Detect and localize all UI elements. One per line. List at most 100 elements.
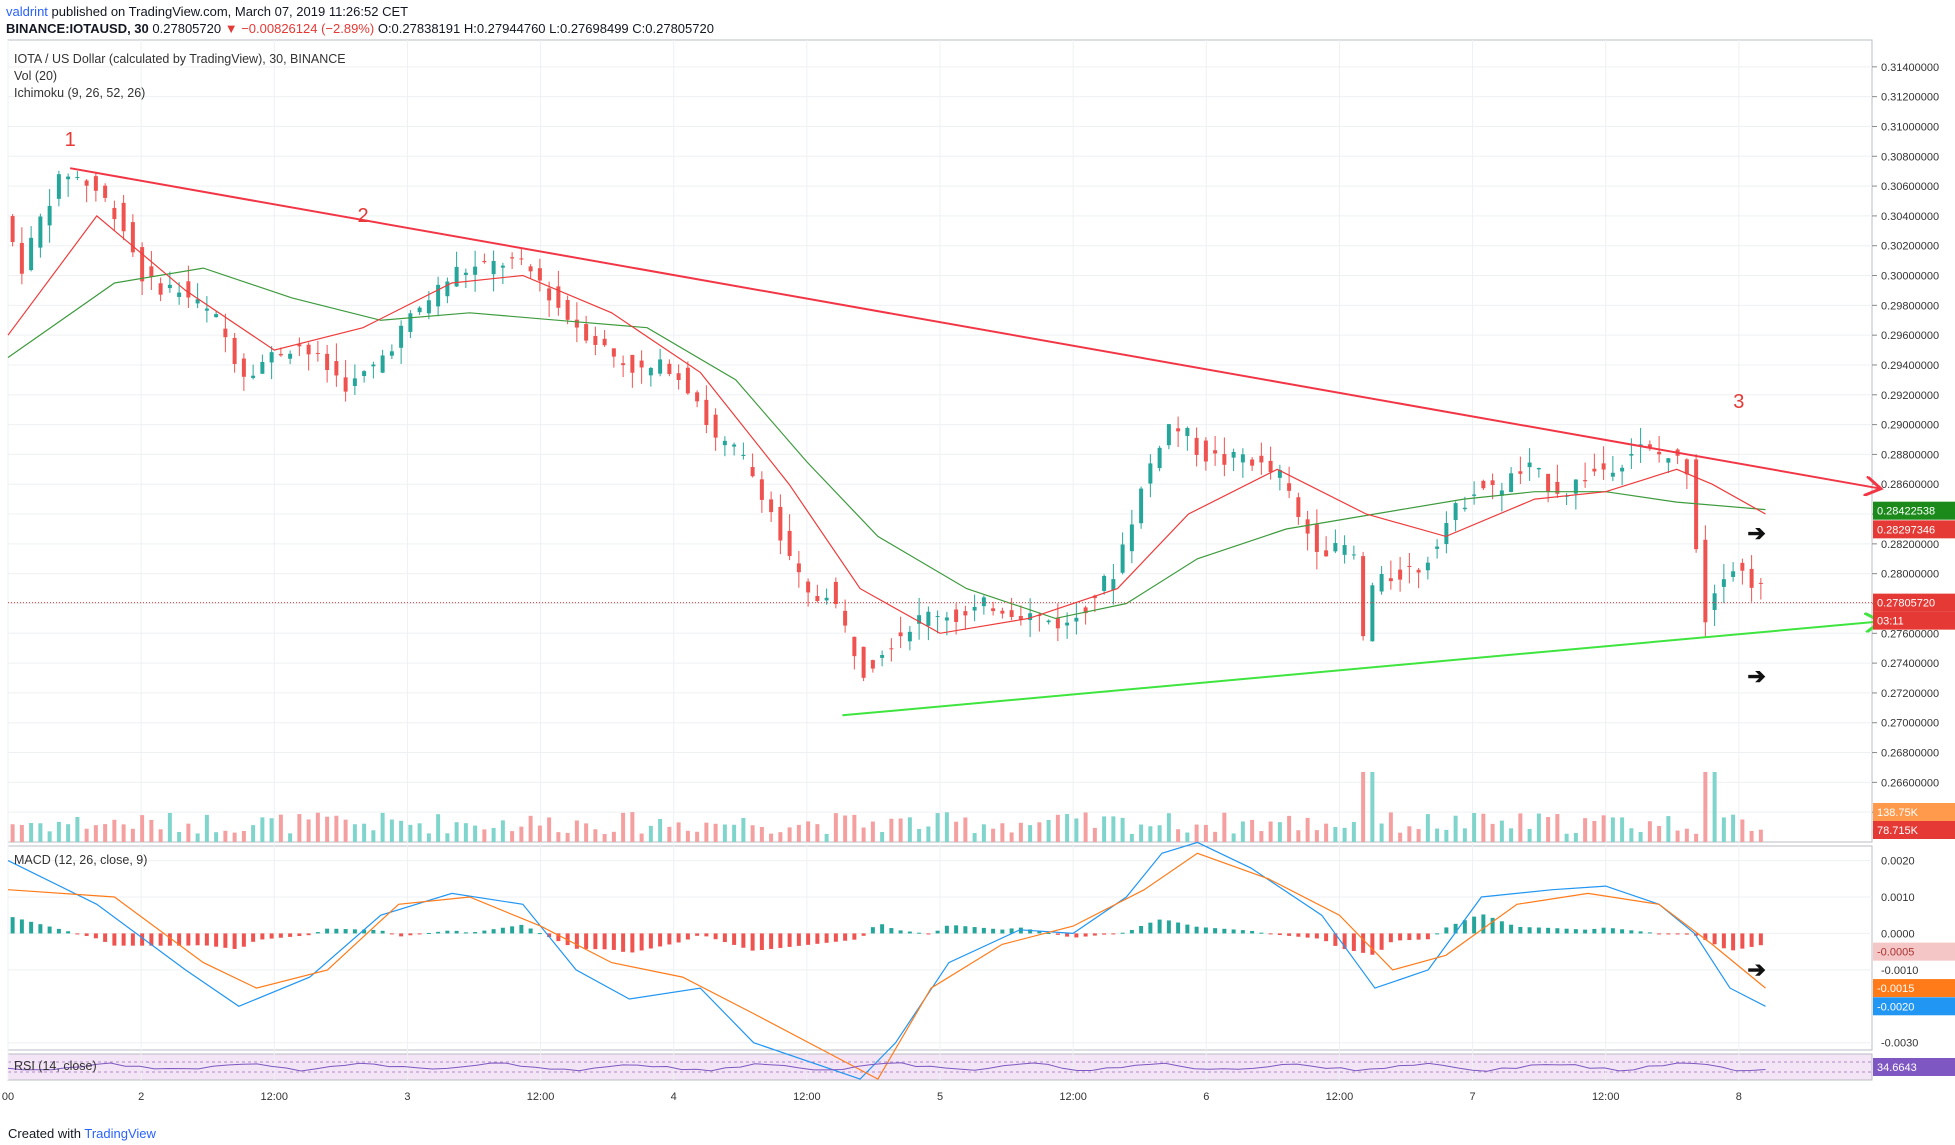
macd-hist-bar [593,933,598,950]
macd-hist-bar [648,933,653,949]
volume-bar [713,823,718,842]
price-tick-label: 0.27200000 [1881,688,1939,700]
volume-bar [1546,817,1551,842]
ohlc-values: O:0.27838191 H:0.27944760 L:0.27698499 C… [377,21,714,36]
volume-bar [1472,813,1477,842]
volume-bar [704,822,709,842]
macd-hist-bar [1166,920,1171,934]
macd-hist-bar [1314,933,1319,939]
macd-hist-bar [556,933,561,942]
volume-bar [1055,814,1060,842]
volume-bar [1416,829,1421,842]
macd-hist-bar [1055,933,1060,935]
macd-tick-label: -0.0010 [1881,965,1918,977]
macd-hist-bar [870,927,875,934]
volume-bar [1018,822,1023,842]
macd-hist-bar [1675,933,1680,935]
price-tick-label: 0.26800000 [1881,748,1939,760]
volume-bar [574,820,579,842]
macd-hist-bar [399,933,404,937]
publisher-link[interactable]: valdrint [6,4,48,19]
macd-hist-bar [917,932,922,934]
macd-hist-bar [722,933,727,943]
macd-hist-bar [861,933,866,936]
black-arrow-marker: ➔ [1747,520,1765,545]
macd-hist-bar [1453,923,1458,934]
candle-body [491,261,496,275]
volume-bar [500,820,505,842]
volume-bar [1536,813,1541,842]
macd-hist-bar [436,931,441,934]
candle-body [1731,571,1736,577]
volume-bar [741,817,746,842]
volume-bar [1092,827,1097,842]
volume-bar [750,825,755,842]
black-arrow-marker: ➔ [1747,664,1765,689]
macd-hist-bar [972,927,977,934]
black-arrow-marker: ➔ [1747,957,1765,982]
volume-bar [880,831,885,842]
volume-bar [1157,825,1162,842]
macd-hist-bar [1120,932,1125,934]
macd-hist-bar [288,933,293,937]
volume-bar [1712,772,1717,842]
candle-body [306,344,311,355]
candle-body [140,247,145,282]
volume-bar [352,824,357,842]
macd-hist-bar [1647,932,1652,934]
candle-body [1499,490,1504,496]
macd-hist-bar [1194,926,1199,934]
volume-bar [463,823,468,842]
volume-bar [445,833,450,842]
macd-hist-bar [1074,933,1079,938]
tradingview-logo[interactable]: TradingView [84,1126,156,1141]
macd-hist-bar [1213,928,1218,934]
candle-body [574,319,579,328]
volume-bar [695,831,700,842]
volume-bar [177,832,182,842]
candle-body [787,530,792,557]
candle-body [593,335,598,345]
volume-bar [528,815,533,842]
volume-bar [1684,828,1689,842]
candle-body [1703,539,1708,623]
macd-hist-bar [463,932,468,934]
volume-bar [1009,832,1014,842]
macd-hist-bar [482,930,487,934]
macd-hist-bar [1009,928,1014,934]
price-label-box [1873,520,1955,539]
macd-hist-bar [10,917,15,934]
macd-hist-bar [1435,933,1440,935]
candle-body [297,344,302,347]
price-tick-label: 0.29200000 [1881,390,1939,402]
macd-hist-bar [713,933,718,940]
volume-bar [870,821,875,842]
macd-hist-bar [1694,933,1699,936]
macd-hist-bar [362,929,367,934]
price-label-text: 0.28297346 [1877,524,1935,536]
macd-hist-bar [1620,929,1625,934]
macd-hist-bar [639,933,644,951]
candle-body [288,353,293,359]
volume-bar [926,826,931,842]
volume-bar [1462,828,1467,842]
chart-title: IOTA / US Dollar (calculated by TradingV… [14,52,346,66]
macd-hist-bar [547,933,552,938]
price-tick-label: 0.30400000 [1881,211,1939,223]
macd-hist-bar [306,933,311,936]
candle-body [1583,480,1588,482]
volume-bar [1629,828,1634,842]
candle-body [815,596,820,602]
price-tick-label: 0.26600000 [1881,777,1939,789]
candle-body [954,609,959,622]
signal-line [7,852,1766,1080]
candle-body [1546,473,1551,492]
volume-bar [991,828,996,842]
time-tick-label: 2 [138,1091,144,1103]
candle-body [500,265,505,268]
candle-body [704,399,709,425]
candle-body [1435,546,1440,549]
volume-bar [1277,822,1282,842]
candle-body [1620,467,1625,472]
